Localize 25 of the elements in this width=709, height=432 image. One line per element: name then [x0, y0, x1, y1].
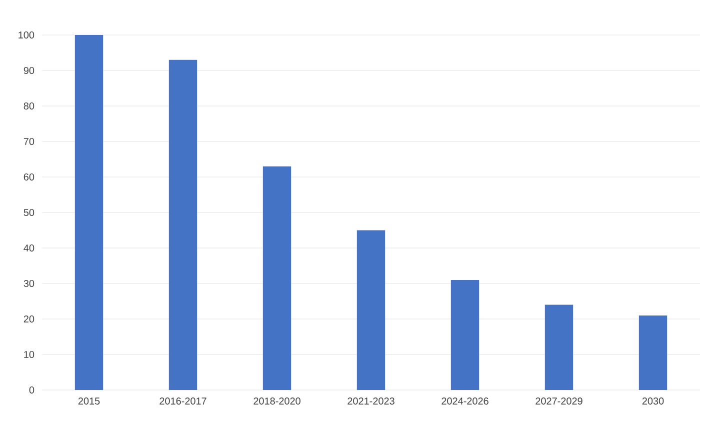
y-tick-label: 40	[24, 244, 34, 252]
bar	[450, 280, 480, 390]
y-tick-label: 80	[24, 102, 34, 110]
y-tick-label: 60	[24, 173, 34, 181]
x-tick-label: 2016-2017	[160, 398, 206, 405]
y-tick-label: 20	[24, 315, 34, 323]
x-tick-label: 2018-2020	[254, 398, 300, 405]
x-tick-label: 2015	[78, 398, 100, 405]
y-tick-label: 70	[24, 138, 34, 146]
y-tick-label: 50	[24, 208, 34, 216]
x-tick-label: 2027-2029	[536, 398, 582, 405]
y-tick-label: 100	[18, 31, 34, 39]
x-tick-label: 2024-2026	[442, 398, 488, 405]
bar	[168, 60, 198, 390]
bar	[544, 304, 574, 390]
bar	[638, 315, 668, 390]
bar	[356, 230, 386, 390]
x-tick-label: 2030	[642, 398, 664, 405]
bar	[262, 166, 292, 390]
bar	[74, 34, 104, 390]
y-tick-label: 30	[24, 280, 34, 288]
x-tick-label: 2021-2023	[348, 398, 394, 405]
y-tick-label: 10	[24, 350, 34, 358]
y-tick-label: 90	[24, 66, 34, 74]
y-tick-label: 0	[29, 386, 34, 394]
